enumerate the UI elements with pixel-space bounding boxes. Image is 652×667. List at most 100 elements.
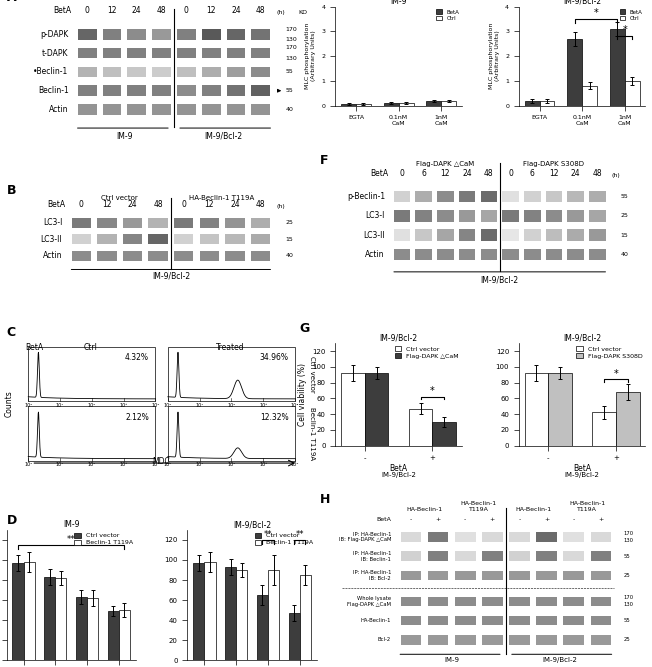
Bar xyxy=(102,85,121,96)
Bar xyxy=(524,191,541,202)
Title: IM-9/Bcl-2: IM-9/Bcl-2 xyxy=(563,0,601,6)
Bar xyxy=(108,611,119,660)
Text: 12: 12 xyxy=(441,169,450,178)
Bar xyxy=(252,67,271,77)
Text: 10³: 10³ xyxy=(119,462,128,468)
Text: 55: 55 xyxy=(624,554,630,559)
Text: Ctrl vector: Ctrl vector xyxy=(309,356,315,392)
Text: 170: 170 xyxy=(624,596,634,600)
Bar xyxy=(428,635,449,645)
Bar xyxy=(127,85,146,96)
Bar xyxy=(592,412,616,446)
Text: 48: 48 xyxy=(256,199,265,209)
Title: IM-9: IM-9 xyxy=(391,0,407,6)
Bar xyxy=(563,596,584,606)
Bar xyxy=(394,210,410,221)
Bar xyxy=(102,48,121,59)
Text: 10³: 10³ xyxy=(119,403,128,408)
Text: F: F xyxy=(319,154,329,167)
Bar xyxy=(537,635,557,645)
Text: 130: 130 xyxy=(286,37,297,42)
Bar xyxy=(174,218,194,228)
Bar xyxy=(524,229,541,241)
Text: 10⁴: 10⁴ xyxy=(151,403,160,408)
Text: *: * xyxy=(614,369,618,379)
Text: +: + xyxy=(599,517,604,522)
Text: IM-9: IM-9 xyxy=(116,132,132,141)
Bar xyxy=(509,570,530,580)
Bar xyxy=(78,48,96,59)
Bar xyxy=(482,635,503,645)
Bar xyxy=(509,635,530,645)
Bar xyxy=(428,596,449,606)
Bar xyxy=(78,104,96,115)
Text: 12: 12 xyxy=(205,199,214,209)
Text: 170: 170 xyxy=(286,27,297,31)
Text: 25: 25 xyxy=(624,638,630,642)
Bar xyxy=(400,532,421,542)
Text: HA-Beclin-1
T119A: HA-Beclin-1 T119A xyxy=(461,502,497,512)
Text: 55: 55 xyxy=(621,194,629,199)
Bar xyxy=(428,532,449,542)
Bar xyxy=(459,229,475,241)
Bar xyxy=(28,347,155,402)
Text: p-DAPK: p-DAPK xyxy=(40,30,68,39)
Text: 130: 130 xyxy=(286,56,297,61)
Bar xyxy=(525,373,548,446)
Bar xyxy=(177,67,196,77)
Bar xyxy=(582,86,597,105)
Bar xyxy=(123,218,142,228)
Text: HA-Beclin-1: HA-Beclin-1 xyxy=(361,618,391,623)
Text: Bcl-2: Bcl-2 xyxy=(378,638,391,642)
Bar xyxy=(177,104,196,115)
Bar xyxy=(364,373,389,446)
Bar xyxy=(168,406,295,461)
Bar xyxy=(567,191,584,202)
Bar xyxy=(225,567,236,660)
Bar xyxy=(202,48,220,59)
Bar xyxy=(394,249,410,260)
Bar xyxy=(482,616,503,626)
Y-axis label: MLC phosphorylation
(Arbitrary Units): MLC phosphorylation (Arbitrary Units) xyxy=(305,23,316,89)
Text: KD: KD xyxy=(298,9,307,15)
Text: Flag-DAPK S308D: Flag-DAPK S308D xyxy=(524,161,584,167)
Text: Treated: Treated xyxy=(216,343,244,352)
Text: HA-Beclin-1: HA-Beclin-1 xyxy=(515,507,551,512)
Bar xyxy=(227,104,246,115)
Text: 4.32%: 4.32% xyxy=(125,353,149,362)
Text: -: - xyxy=(518,517,520,522)
Bar xyxy=(102,29,121,39)
Bar xyxy=(625,81,640,105)
Bar xyxy=(455,570,475,580)
Text: LC3-I: LC3-I xyxy=(366,211,385,220)
Text: -: - xyxy=(464,517,466,522)
Bar xyxy=(97,235,117,244)
Bar xyxy=(400,635,421,645)
Bar xyxy=(149,235,168,244)
Bar xyxy=(589,210,606,221)
Text: 0: 0 xyxy=(400,169,404,178)
Bar xyxy=(502,191,519,202)
Text: BetA: BetA xyxy=(53,5,72,15)
Bar xyxy=(78,67,96,77)
Text: 40: 40 xyxy=(621,252,629,257)
Bar xyxy=(548,373,572,446)
Text: 48: 48 xyxy=(153,199,163,209)
Bar xyxy=(268,570,279,660)
Bar xyxy=(524,249,541,260)
Bar xyxy=(177,48,196,59)
Bar xyxy=(525,101,540,105)
Bar xyxy=(455,635,475,645)
Bar xyxy=(537,596,557,606)
Bar xyxy=(227,29,246,39)
Text: Actin: Actin xyxy=(43,251,63,260)
Text: 130: 130 xyxy=(624,602,634,608)
Legend: Ctrl vector, Beclin-1 T119A: Ctrl vector, Beclin-1 T119A xyxy=(255,533,314,546)
Text: IP: HA-Beclin-1
IB: Beclin-1: IP: HA-Beclin-1 IB: Beclin-1 xyxy=(353,551,391,562)
Bar xyxy=(563,616,584,626)
Bar xyxy=(252,48,271,59)
Bar xyxy=(202,104,220,115)
Bar xyxy=(394,229,410,241)
Bar xyxy=(12,563,23,660)
Text: G: G xyxy=(300,322,310,335)
